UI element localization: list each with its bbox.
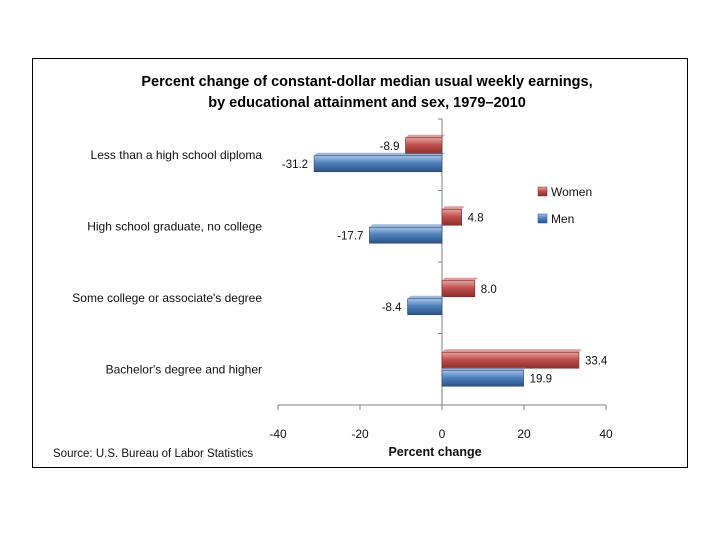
category-label: Some college or associate's degree xyxy=(72,291,262,305)
category-label: Bachelor's degree and higher xyxy=(106,362,262,376)
data-label: 19.9 xyxy=(530,373,552,385)
data-label: -8.4 xyxy=(382,302,402,314)
plot-area: -40 -20 0 20 40 Less than a high school diplo… xyxy=(72,119,613,441)
bar-depth-face xyxy=(442,367,527,370)
x-axis-label: Percent change xyxy=(388,445,481,459)
data-label: -31.2 xyxy=(282,159,308,171)
data-label: -17.7 xyxy=(337,230,363,242)
data-label: 33.4 xyxy=(585,355,608,367)
chart-frame: Percent change of constant-dollar median… xyxy=(32,58,688,468)
legend-swatch-men xyxy=(538,214,547,223)
bar-depth-face xyxy=(369,224,445,227)
bar-men xyxy=(442,370,524,386)
bar-men xyxy=(369,227,442,243)
bar-women xyxy=(442,352,579,368)
x-tick-label: -20 xyxy=(351,427,369,441)
data-label: 4.8 xyxy=(468,212,484,224)
bar-depth-face xyxy=(408,296,445,299)
data-label: -8.9 xyxy=(380,141,400,153)
bar-women xyxy=(442,281,475,297)
category-label: High school graduate, no college xyxy=(87,219,262,233)
x-tick-label: 20 xyxy=(517,427,531,441)
bar-women xyxy=(406,138,442,154)
source-note: Source: U.S. Bureau of Labor Statistics xyxy=(53,448,253,460)
x-tick-label: 40 xyxy=(599,427,613,441)
x-tick-label: 0 xyxy=(439,427,446,441)
bar-men xyxy=(314,156,442,172)
legend-label-women: Women xyxy=(551,185,592,199)
bar-depth-face xyxy=(442,278,478,281)
chart-title-line-1: Percent change of constant-dollar median… xyxy=(141,74,592,90)
bar-men xyxy=(408,299,442,315)
legend-label-men: Men xyxy=(551,212,574,226)
bar-depth-face xyxy=(314,153,445,156)
bar-depth-face xyxy=(406,135,445,138)
chart-title-line-2: by educational attainment and sex, 1979–… xyxy=(208,95,526,111)
legend: Women Men xyxy=(538,185,592,226)
legend-swatch-women xyxy=(538,187,547,196)
bar-chart: Percent change of constant-dollar median… xyxy=(33,59,689,469)
category-label: Less than a high school diploma xyxy=(91,148,263,162)
data-label: 8.0 xyxy=(481,284,497,296)
x-tick-label: -40 xyxy=(269,427,287,441)
bar-depth-face xyxy=(442,349,582,352)
bar-women xyxy=(442,209,462,225)
bar-depth-face xyxy=(442,206,465,209)
